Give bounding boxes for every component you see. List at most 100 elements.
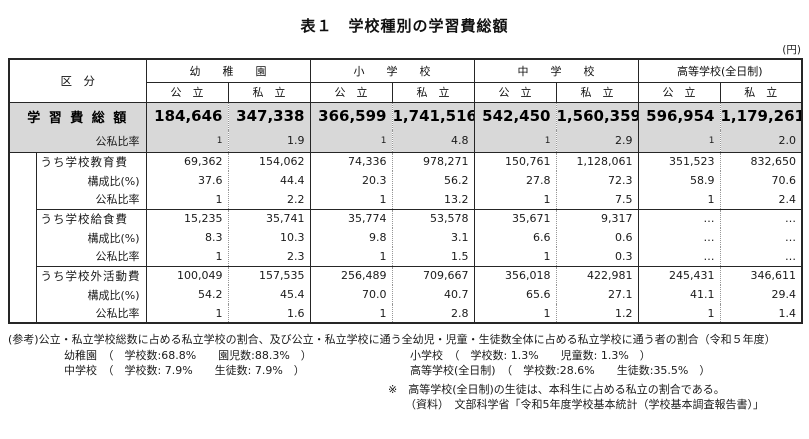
- value-cell: 40.7: [391, 285, 474, 304]
- value-cell: 8.3: [145, 228, 228, 247]
- col-header-private: 私 立: [391, 81, 475, 103]
- value-cell: 1: [309, 190, 392, 209]
- value-cell: 1: [309, 304, 392, 323]
- row-section-lunch-composition: 構成比(%) 8.3 10.3 9.8 3.1 6.6 0.6 … …: [9, 228, 802, 247]
- value-cell: 157,535: [227, 265, 310, 285]
- value-cell: 422,981: [555, 265, 638, 285]
- row-label-composition: 構成比(%): [36, 171, 146, 190]
- value-cell: 29.4: [719, 285, 802, 304]
- value-cell: 10.3: [227, 228, 310, 247]
- value-cell: 100,049: [145, 265, 228, 285]
- value-cell: 1: [637, 190, 720, 209]
- value-cell: 2.0: [719, 130, 802, 153]
- value-cell: 1: [637, 304, 720, 323]
- value-cell: 256,489: [309, 265, 392, 285]
- value-cell: 1: [145, 190, 228, 209]
- col-header-private: 私 立: [555, 81, 639, 103]
- indent-cell: [9, 152, 37, 323]
- col-header-private: 私 立: [719, 81, 803, 103]
- header-row-public-private: 公 立 私 立 公 立 私 立 公 立 私 立 公 立 私 立: [9, 81, 803, 103]
- value-cell: 72.3: [555, 171, 638, 190]
- row-label-composition: 構成比(%): [36, 228, 146, 247]
- col-header-private: 私 立: [227, 81, 311, 103]
- value-cell: 58.9: [637, 171, 720, 190]
- row-label-activity: うち学校外活動費: [36, 265, 146, 285]
- row-label-total: 学 習 費 総 額: [9, 102, 146, 130]
- col-header-public: 公 立: [309, 81, 393, 103]
- value-cell: 150,761: [473, 152, 556, 171]
- value-cell: 53,578: [391, 208, 474, 228]
- value-cell: 1: [473, 247, 556, 266]
- value-cell: 1: [145, 304, 228, 323]
- value-cell: 1: [309, 247, 392, 266]
- row-total-ratio: 公私比率 1 1.9 1 4.8 1 2.9 1 2.0: [9, 130, 802, 153]
- footnote-ratios-line2: 中学校 （ 学校数: 7.9% 生徒数: 7.9% ） 高等学校(全日制) （ 学…: [8, 363, 809, 379]
- value-cell: 20.3: [309, 171, 392, 190]
- value-cell: 1.5: [391, 247, 474, 266]
- value-cell: 1,128,061: [555, 152, 638, 171]
- footnote-junior-high: 中学校 （ 学校数: 7.9% 生徒数: 7.9% ）: [64, 364, 305, 377]
- value-cell: 35,741: [227, 208, 310, 228]
- learning-expenses-table: 区 分 幼 稚 園 小 学 校 中 学 校 高等学校(全日制) 公 立 私 立 …: [8, 58, 803, 324]
- row-label-ratio: 公私比率: [9, 130, 146, 153]
- value-cell: 1: [145, 247, 228, 266]
- value-cell: 65.6: [473, 285, 556, 304]
- value-cell: 1: [309, 130, 392, 153]
- row-section-lunch-ratio: 公私比率 1 2.3 1 1.5 1 0.3 … …: [9, 247, 802, 266]
- value-cell: 1,560,359: [555, 102, 638, 130]
- value-cell: 351,523: [637, 152, 720, 171]
- value-cell: 9.8: [309, 228, 392, 247]
- row-label-ratio: 公私比率: [36, 190, 146, 209]
- row-section-education-ratio: 公私比率 1 2.2 1 13.2 1 7.5 1 2.4: [9, 190, 802, 209]
- footnote-note: ※ 高等学校(全日制)の生徒は、本科生に占める私立の割合である。: [388, 382, 725, 396]
- page-title: 表１ 学校種別の学習費総額: [300, 17, 509, 35]
- value-cell: 7.5: [555, 190, 638, 209]
- row-label-education: うち学校教育費: [36, 152, 146, 171]
- value-cell: 709,667: [391, 265, 474, 285]
- value-cell: 1,741,516: [391, 102, 474, 130]
- row-section-activity-composition: 構成比(%) 54.2 45.4 70.0 40.7 65.6 27.1 41.…: [9, 285, 802, 304]
- value-cell: 70.0: [309, 285, 392, 304]
- value-cell: 347,338: [227, 102, 310, 130]
- value-cell: 2.2: [227, 190, 310, 209]
- row-section-education-amount: うち学校教育費 69,362 154,062 74,336 978,271 15…: [9, 152, 802, 323]
- footnote-source: （資料） 文部科学省「令和5年度学校基本統計（学校基本調査報告書）」: [405, 398, 764, 411]
- value-cell: 45.4: [227, 285, 310, 304]
- value-cell: 1: [637, 130, 720, 153]
- value-cell: 27.8: [473, 171, 556, 190]
- value-cell: 1.4: [719, 304, 802, 323]
- row-label-composition: 構成比(%): [36, 285, 146, 304]
- row-section-activity-amount: うち学校外活動費 100,049 157,535 256,489 709,667…: [9, 265, 802, 285]
- row-total: 学 習 費 総 額 184,646 347,338 366,599 1,741,…: [9, 102, 802, 130]
- value-cell: …: [637, 247, 720, 266]
- value-cell: 56.2: [391, 171, 474, 190]
- value-cell: 41.1: [637, 285, 720, 304]
- value-cell: 596,954: [637, 102, 720, 130]
- value-cell: 4.8: [391, 130, 474, 153]
- value-cell: 542,450: [473, 102, 556, 130]
- footnotes: (参考)公立・私立学校総数に占める私立学校の割合、及び公立・私立学校に通う全幼児…: [8, 332, 809, 413]
- value-cell: 978,271: [391, 152, 474, 171]
- row-section-lunch-amount: うち学校給食費 15,235 35,741 35,774 53,578 35,6…: [9, 208, 802, 228]
- value-cell: 245,431: [637, 265, 720, 285]
- value-cell: 35,774: [309, 208, 392, 228]
- value-cell: 27.1: [555, 285, 638, 304]
- value-cell: 37.6: [145, 171, 228, 190]
- value-cell: …: [719, 228, 802, 247]
- col-header-public: 公 立: [145, 81, 229, 103]
- value-cell: 6.6: [473, 228, 556, 247]
- corner-header: 区 分: [8, 58, 147, 103]
- value-cell: 1,179,261: [719, 102, 802, 130]
- footnote-kindergarten: 幼稚園 （ 学校数:68.8% 園児数:88.3% ）: [64, 348, 312, 362]
- row-label-ratio: 公私比率: [36, 304, 146, 323]
- value-cell: 1: [473, 304, 556, 323]
- value-cell: …: [637, 228, 720, 247]
- value-cell: 2.4: [719, 190, 802, 209]
- value-cell: 184,646: [145, 102, 228, 130]
- row-label-ratio: 公私比率: [36, 247, 146, 266]
- value-cell: 2.9: [555, 130, 638, 153]
- value-cell: 832,650: [719, 152, 802, 171]
- value-cell: 2.3: [227, 247, 310, 266]
- value-cell: 1: [473, 190, 556, 209]
